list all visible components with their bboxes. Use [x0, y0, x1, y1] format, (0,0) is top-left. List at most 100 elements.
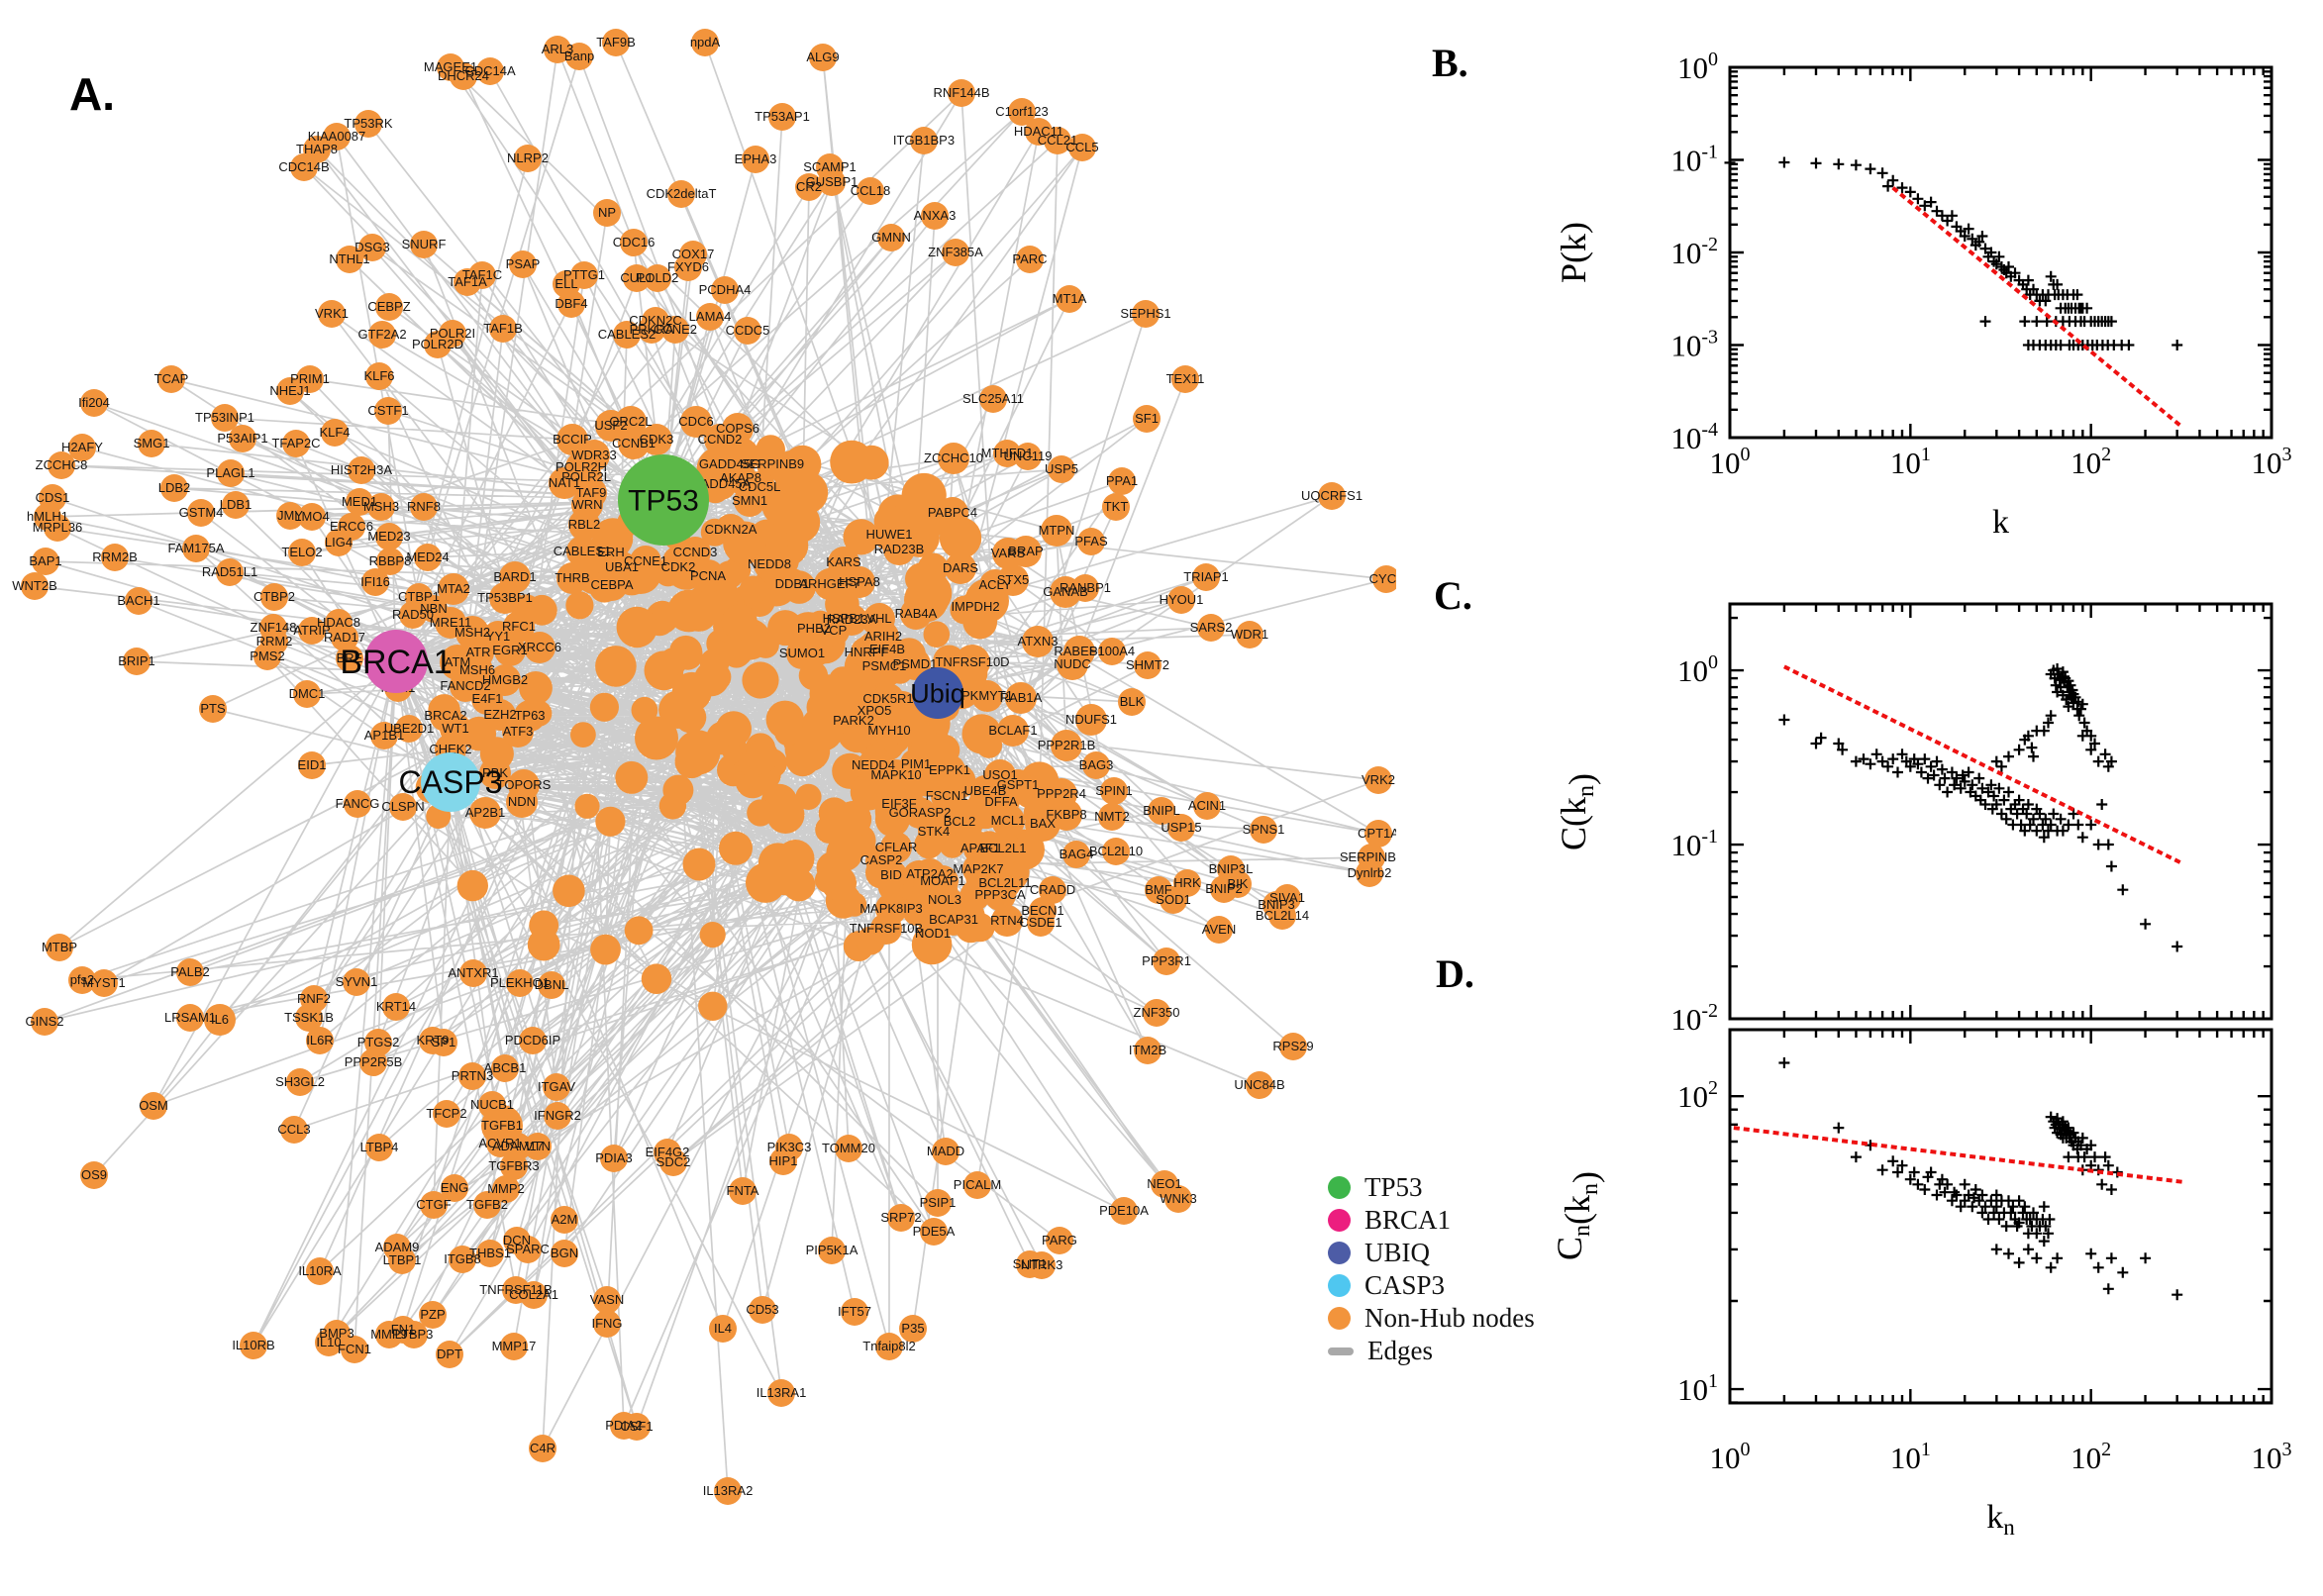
node-label: RABEP1 [1054, 644, 1104, 658]
node-label: COL2A1 [509, 1287, 558, 1302]
node-label: LAMA4 [689, 309, 732, 324]
non-hub-node [802, 710, 844, 751]
non-hub-node [565, 43, 593, 70]
node-label: IMPDH2 [951, 599, 999, 614]
node-label: TFCP2 [426, 1106, 466, 1121]
non-hub-node [1132, 300, 1160, 328]
node-label: SPNS1 [1243, 822, 1285, 837]
node-label: GORASP2 [889, 805, 952, 820]
node-label: KRT9 [417, 1033, 450, 1047]
node-label: CCL18 [851, 183, 890, 198]
non-hub-node [509, 250, 537, 278]
node-label: SDC2 [656, 1154, 691, 1169]
non-hub-node [568, 509, 600, 541]
non-hub-node [783, 445, 822, 483]
non-hub-node [31, 1008, 58, 1036]
node-label: ERH [597, 545, 624, 559]
node-label: BRAP [1008, 544, 1043, 558]
node-label: PABPC4 [928, 505, 977, 520]
non-hub-node [1057, 648, 1088, 680]
node-label: DBNL [535, 977, 569, 992]
legend-item: BRCA1 [1328, 1204, 1535, 1237]
legend-label: Edges [1367, 1336, 1433, 1365]
non-hub-node [1197, 614, 1225, 642]
node-label: ADAM9 [375, 1240, 420, 1254]
tick-label: 10-1 [1670, 826, 1718, 862]
node-label: MTHFD1 [981, 446, 1034, 460]
node-label: RNF8 [407, 499, 441, 514]
non-hub-node [1210, 875, 1238, 903]
node-label: ZNF385A [928, 245, 983, 259]
non-hub-node [715, 711, 753, 748]
node-label: NLRP2 [507, 150, 549, 165]
non-hub-node [298, 503, 326, 531]
non-hub-node [923, 621, 951, 648]
non-hub-node [1077, 528, 1105, 555]
hub-label-brca1: BRCA1 [340, 644, 452, 681]
non-hub-node [519, 671, 553, 705]
node-label: DARS [943, 560, 978, 575]
node-label: ATF3 [503, 724, 534, 739]
node-label: PTS [200, 701, 226, 716]
non-hub-node [286, 1068, 314, 1096]
non-hub-node [1005, 682, 1037, 714]
non-hub-node [595, 806, 626, 837]
tick-label: 101 [1677, 1370, 1718, 1407]
non-hub-node [729, 1177, 757, 1205]
node-label: BCCIP [553, 432, 592, 447]
node-label: UQCRFS1 [1301, 488, 1363, 503]
non-hub-node [850, 773, 888, 811]
non-hub-node [830, 440, 873, 484]
node-label: GANAB [1043, 584, 1088, 599]
non-hub-node [68, 434, 96, 461]
node-label: IFI16 [360, 574, 390, 589]
axis-ticks [1728, 604, 2273, 1021]
node-label: LTBP1 [383, 1252, 422, 1267]
non-hub-node [376, 548, 404, 575]
non-hub-node [280, 1116, 308, 1144]
non-hub-node [934, 754, 965, 786]
node-label: CDK5R1 [862, 691, 913, 706]
node-label: VTN [525, 1139, 551, 1153]
node-label: VCP [821, 623, 848, 638]
node-label: EPHA3 [735, 151, 777, 166]
non-hub-node [506, 969, 534, 997]
non-hub-node [1167, 814, 1195, 842]
non-hub-node [1246, 1071, 1273, 1099]
node-label: SERPINB8 [1340, 849, 1396, 864]
non-hub-node [348, 456, 375, 484]
non-hub-node [549, 467, 580, 499]
node-label: WNK3 [1160, 1191, 1197, 1206]
non-hub-node [524, 632, 556, 663]
node-label: PRKRA [630, 322, 674, 337]
legend-item: CASP3 [1328, 1269, 1535, 1302]
non-hub-node [529, 1435, 556, 1462]
non-hub-node [991, 804, 1025, 838]
node-label: VRK2 [1362, 772, 1395, 787]
node-label: TELO2 [281, 545, 322, 559]
node-label: STX5 [997, 572, 1030, 587]
non-hub-node [323, 123, 351, 150]
node-label: TP53BP1 [477, 590, 533, 605]
legend-node-swatch [1328, 1209, 1351, 1232]
node-label: CCL3 [277, 1122, 310, 1137]
node-label: RFC1 [502, 619, 536, 634]
non-hub-node [557, 290, 585, 318]
node-label: WRN [571, 497, 602, 512]
non-hub-node [502, 716, 534, 748]
node-label: EIF4G2 [646, 1145, 690, 1159]
node-label: EIF3F [881, 796, 916, 811]
node-label: ELL [555, 276, 577, 291]
non-hub-node [68, 966, 96, 994]
node-label: MAPK8IP3 [859, 901, 923, 916]
node-label: NHEJ1 [269, 383, 310, 398]
node-label: APAF1 [960, 841, 1000, 855]
node-label: SMN1 [732, 493, 767, 508]
node-label: EID1 [298, 757, 327, 772]
non-hub-node [500, 1152, 528, 1180]
plot-frame-b [1728, 65, 2273, 440]
node-label: TNFRSF10B [850, 921, 923, 936]
non-hub-node [747, 799, 774, 827]
node-label: PBK [482, 765, 508, 780]
hub-node-brca1 [364, 630, 428, 693]
